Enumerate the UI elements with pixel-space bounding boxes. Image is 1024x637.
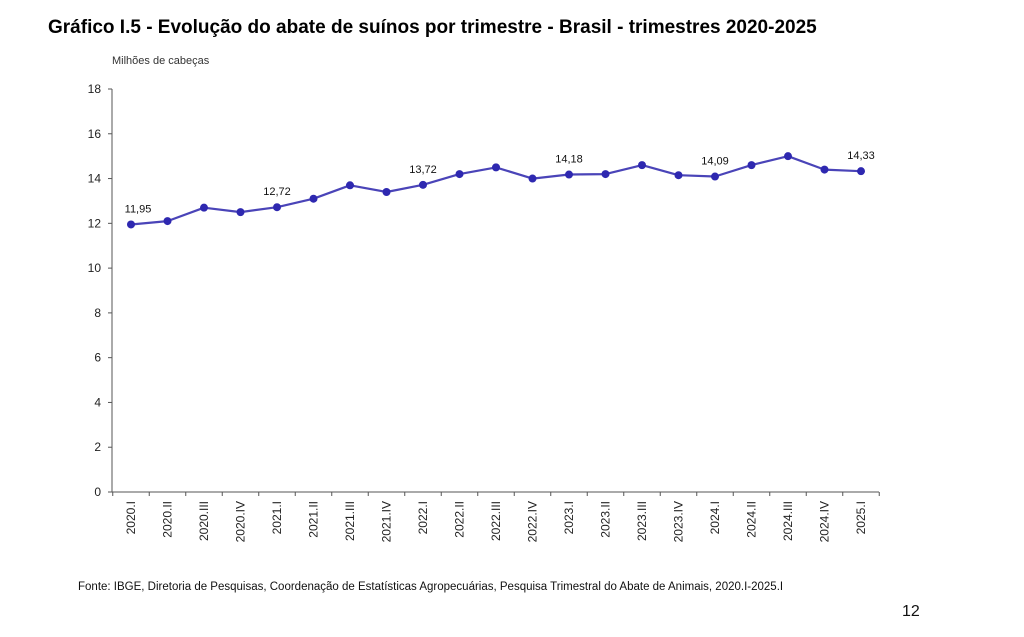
data-point bbox=[127, 220, 135, 229]
data-label: 11,95 bbox=[125, 203, 152, 215]
y-tick-label: 8 bbox=[94, 306, 101, 320]
x-tick-label: 2020.I bbox=[124, 501, 138, 534]
axes: 0 2 4 6 8 10 12 14 16 18 2020.I 2020.II 2020.III 2020… bbox=[88, 82, 880, 542]
data-point bbox=[236, 208, 245, 217]
y-tick-label: 16 bbox=[88, 127, 102, 141]
data-point bbox=[309, 194, 318, 203]
data-point bbox=[857, 167, 865, 176]
x-tick-label: 2024.IV bbox=[818, 501, 832, 542]
data-point bbox=[382, 187, 391, 196]
data-label-layer: 11,95 12,72 13,72 14,18 14,09 14,33 bbox=[125, 150, 875, 215]
x-tick-label: 2021.III bbox=[343, 501, 357, 541]
data-point bbox=[747, 161, 756, 170]
data-label: 14,18 bbox=[555, 154, 583, 166]
data-label: 12,72 bbox=[263, 186, 291, 198]
y-tick-label: 10 bbox=[88, 261, 102, 275]
x-tick-label: 2021.II bbox=[307, 501, 321, 538]
data-label: 14,33 bbox=[847, 150, 875, 162]
y-tick-label: 18 bbox=[88, 82, 102, 96]
data-point bbox=[492, 163, 500, 172]
chart-title: Gráfico I.5 - Evolução do abate de suíno… bbox=[48, 17, 817, 38]
x-tick-label: 2024.III bbox=[781, 501, 795, 541]
x-tick-label: 2024.I bbox=[708, 501, 722, 534]
data-point bbox=[784, 152, 792, 161]
data-point bbox=[820, 165, 829, 174]
data-point bbox=[565, 170, 573, 179]
x-tick-label: 2021.I bbox=[270, 501, 284, 534]
y-tick-label: 2 bbox=[94, 440, 101, 454]
data-point bbox=[674, 171, 683, 180]
data-point bbox=[163, 217, 172, 226]
data-point bbox=[455, 170, 464, 179]
x-tick-label: 2025.I bbox=[854, 501, 868, 534]
x-tick-label: 2023.II bbox=[599, 501, 613, 538]
y-tick-label: 0 bbox=[94, 485, 101, 499]
data-point bbox=[711, 172, 719, 181]
y-tick-label: 6 bbox=[94, 351, 101, 365]
source-note: Fonte: IBGE, Diretoria de Pesquisas, Coo… bbox=[78, 581, 784, 593]
data-point bbox=[601, 170, 610, 179]
y-tick-label: 4 bbox=[94, 395, 101, 409]
x-tick-label: 2022.III bbox=[489, 501, 503, 541]
x-tick-label: 2023.III bbox=[635, 501, 649, 541]
data-label: 13,72 bbox=[409, 164, 437, 176]
data-point bbox=[200, 203, 208, 212]
x-tick-label: 2024.II bbox=[745, 501, 759, 538]
data-point bbox=[528, 174, 537, 183]
x-tick-label: 2023.I bbox=[562, 501, 576, 534]
x-tick-label: 2022.II bbox=[453, 501, 467, 538]
y-axis-label: Milhões de cabeças bbox=[112, 55, 210, 67]
data-point bbox=[273, 203, 281, 212]
data-point bbox=[419, 180, 427, 189]
y-tick-label: 14 bbox=[88, 172, 102, 186]
x-tick-label: 2020.II bbox=[161, 501, 175, 538]
data-point bbox=[638, 161, 646, 170]
x-tick-label: 2020.IV bbox=[234, 501, 248, 542]
y-tick-label: 12 bbox=[88, 216, 102, 230]
data-label: 14,09 bbox=[701, 156, 729, 168]
data-point bbox=[346, 181, 354, 190]
x-tick-label: 2023.IV bbox=[672, 501, 686, 542]
series-layer bbox=[127, 152, 865, 229]
page-number: 12 bbox=[902, 603, 920, 620]
x-tick-label: 2021.IV bbox=[380, 501, 394, 542]
x-tick-label: 2022.I bbox=[416, 501, 430, 534]
x-tick-label: 2022.IV bbox=[526, 501, 540, 542]
x-tick-label: 2020.III bbox=[197, 501, 211, 541]
